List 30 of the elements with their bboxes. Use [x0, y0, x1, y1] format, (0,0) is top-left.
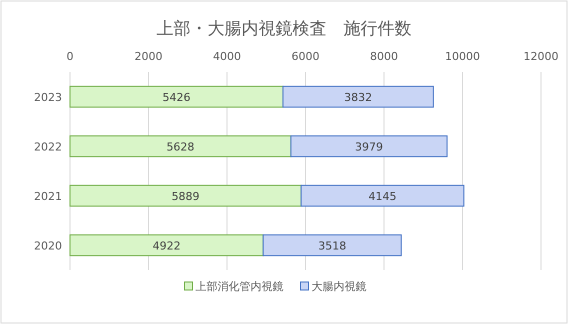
- legend-label: 上部消化管内視鏡: [196, 280, 284, 293]
- data-label: 4922: [152, 239, 181, 252]
- data-label: 3832: [344, 90, 372, 104]
- x-tick-label: 10000: [445, 50, 480, 63]
- x-tick-label: 12000: [524, 50, 558, 63]
- x-tick-label: 8000: [370, 50, 398, 63]
- x-tick-label: 4000: [213, 50, 241, 63]
- y-tick-label: 2023: [34, 90, 62, 104]
- x-tick-label: 6000: [292, 50, 320, 63]
- bar: [70, 184, 302, 207]
- data-label: 3979: [354, 140, 383, 154]
- bar: [70, 234, 264, 256]
- bar: [70, 86, 284, 108]
- y-tick-label: 2021: [34, 190, 62, 203]
- bar: [300, 184, 464, 207]
- data-label: 4145: [368, 190, 396, 203]
- data-label: 5889: [172, 190, 200, 203]
- y-tick-label: 2022: [34, 140, 62, 154]
- data-label: 5426: [162, 90, 190, 104]
- chart-title: 上部・大腸内視鏡検査 施行件数: [156, 19, 412, 39]
- bar: [290, 135, 448, 158]
- data-label: 5628: [166, 140, 194, 154]
- legend-label: 大腸内視鏡: [312, 280, 366, 293]
- y-tick-label: 2020: [34, 239, 62, 252]
- bar: [70, 135, 292, 158]
- bar: [282, 86, 434, 108]
- bar: [262, 234, 402, 256]
- x-tick-label: 0: [66, 50, 74, 63]
- x-tick-label: 2000: [134, 50, 162, 63]
- data-label: 3518: [318, 239, 346, 252]
